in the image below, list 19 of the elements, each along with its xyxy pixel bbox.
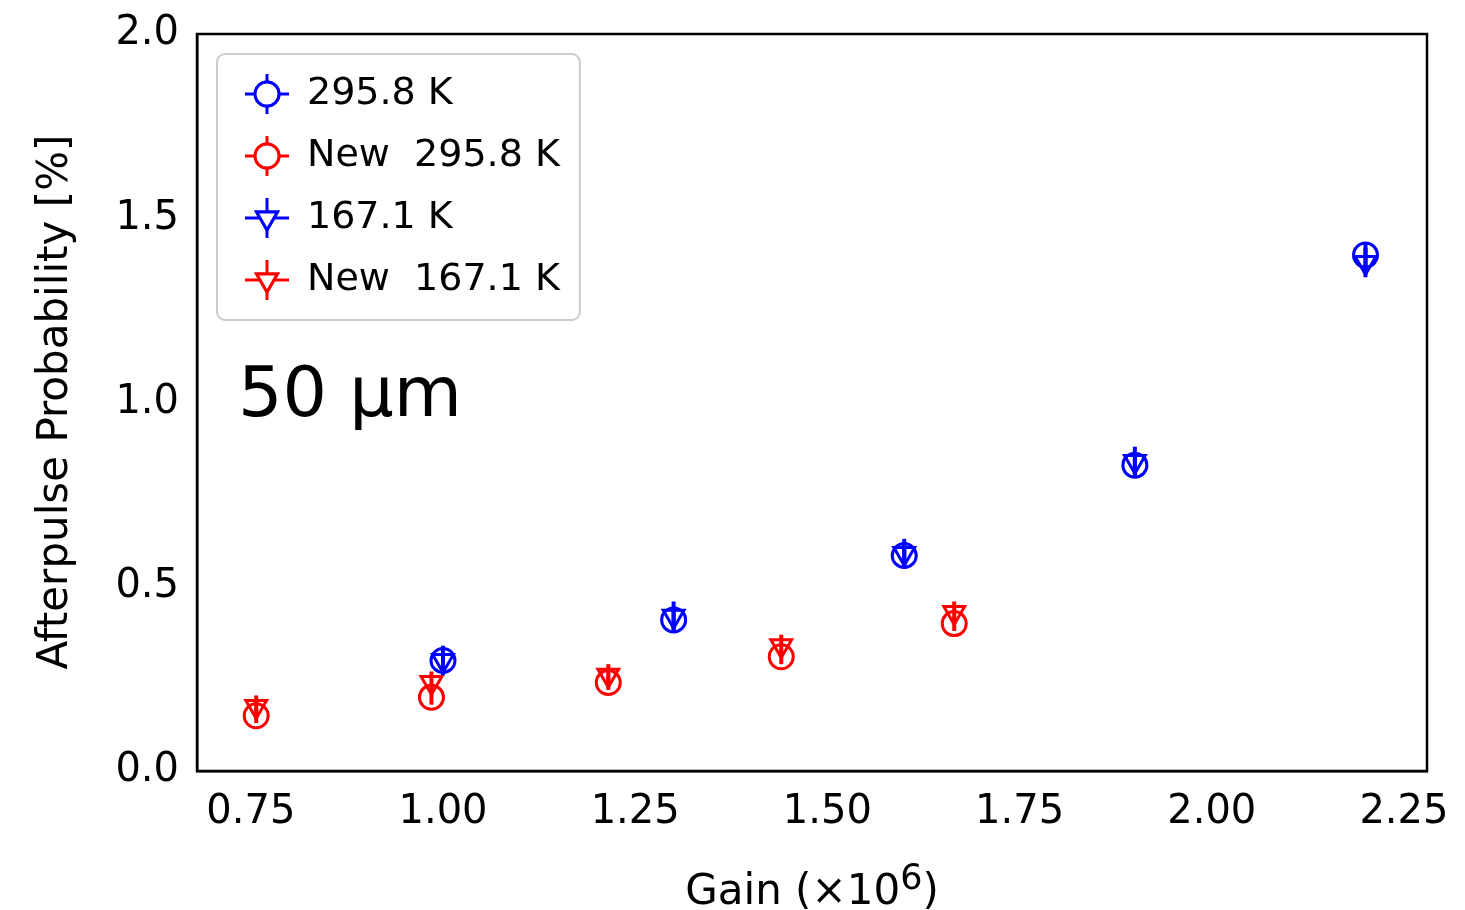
legend-label: New 295.8 K <box>307 130 561 175</box>
y-tick-label: 1.0 <box>115 375 179 422</box>
legend-label: New 167.1 K <box>307 254 561 299</box>
x-tick-label: 0.75 <box>206 786 296 833</box>
y-axis-title: Afterpulse Probability [%] <box>27 134 77 670</box>
x-tick-label: 2.25 <box>1359 786 1449 833</box>
legend-label: 167.1 K <box>307 192 454 237</box>
y-tick-label: 0.5 <box>115 560 179 607</box>
y-tick-label: 2.0 <box>115 7 179 54</box>
legend-label: 295.8 K <box>307 68 454 113</box>
x-tick-label: 2.00 <box>1167 786 1257 833</box>
y-tick-label: 0.0 <box>115 744 179 791</box>
x-tick-label: 1.00 <box>398 786 488 833</box>
x-tick-label: 1.25 <box>590 786 680 833</box>
y-tick-label: 1.5 <box>115 191 179 238</box>
annotation: 50 μm <box>238 351 463 433</box>
x-tick-label: 1.50 <box>782 786 872 833</box>
x-axis-title: Gain (×10$^{6}$) <box>684 856 940 910</box>
x-tick-label: 1.75 <box>975 786 1065 833</box>
